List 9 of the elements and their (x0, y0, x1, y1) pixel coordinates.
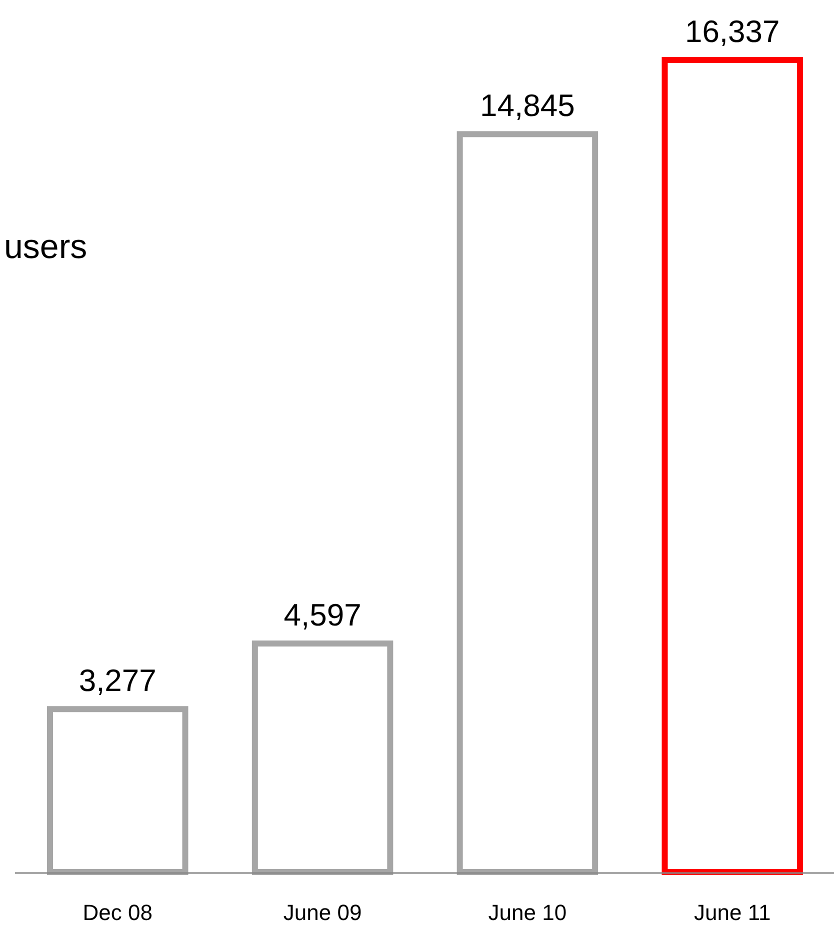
data-label: 14,845 (480, 88, 575, 124)
data-label: 16,337 (684, 14, 780, 49)
x-tick-label: June 11 (694, 900, 771, 925)
x-tick-label: June 09 (283, 900, 362, 925)
data-label: 3,277 (78, 663, 156, 698)
x-tick-label: Dec 08 (82, 900, 152, 925)
annotation: users (4, 228, 88, 266)
data-label: 4,597 (284, 598, 362, 633)
x-tick-label: June 10 (488, 900, 567, 925)
